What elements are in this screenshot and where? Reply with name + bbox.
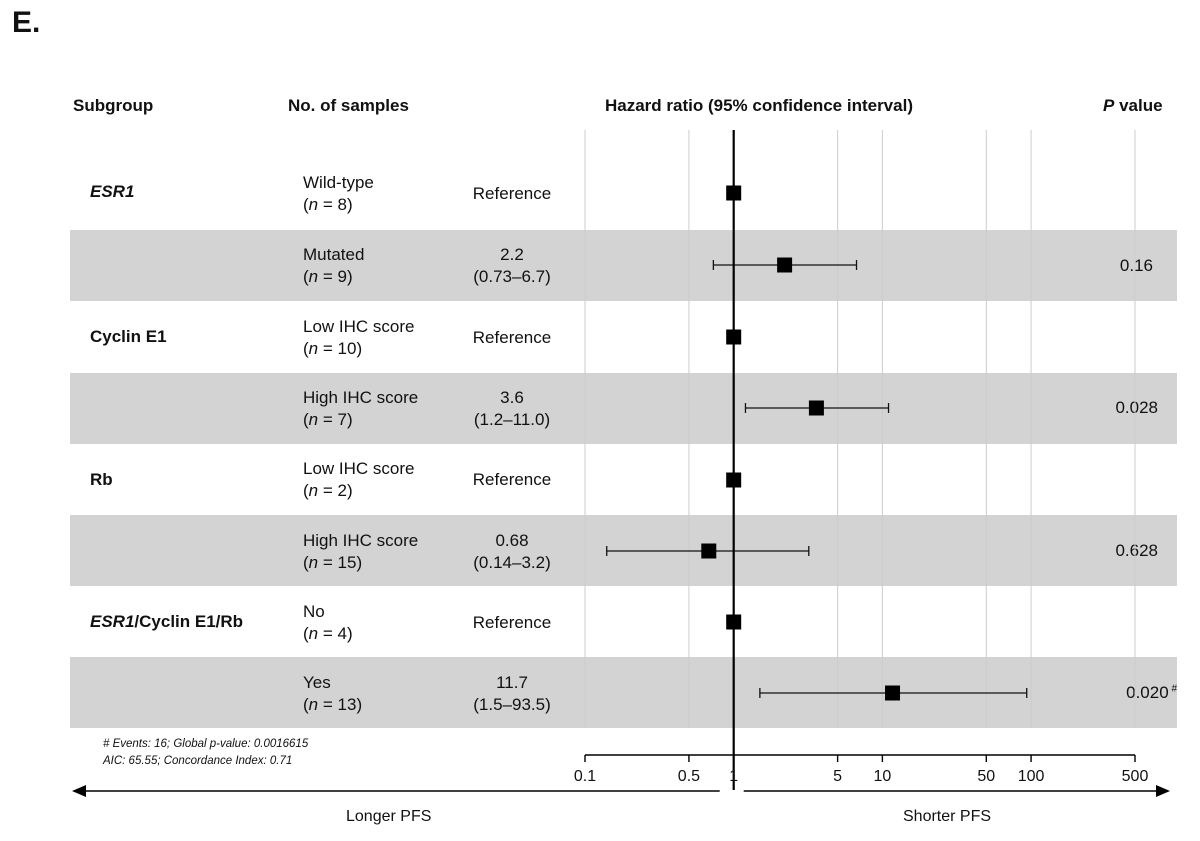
estimate: Reference xyxy=(472,613,552,632)
x-tick-label: 100 xyxy=(1018,768,1045,785)
p-value: 0.020 # xyxy=(1126,683,1177,702)
estimate: Reference xyxy=(472,184,552,203)
x-tick-label: 1 xyxy=(729,768,738,785)
arrow-left-head xyxy=(72,785,86,797)
row-label: Low IHC score (n = 10) xyxy=(303,317,415,358)
estimate: Reference xyxy=(472,328,552,347)
row-label: Wild-type (n = 8) xyxy=(303,173,374,214)
row-label: Low IHC score (n = 2) xyxy=(303,459,415,500)
panel-label: E. xyxy=(12,6,41,39)
hazard-ratio-marker xyxy=(777,257,793,273)
direction-right-label: Shorter PFS xyxy=(903,808,992,825)
footnote-line2: AIC: 65.55; Concordance Index: 0.71 xyxy=(103,755,293,767)
header-p-rest: value xyxy=(1114,96,1163,115)
estimate: Reference xyxy=(472,470,552,489)
hazard-ratio-marker xyxy=(885,685,901,701)
p-value: 0.16 xyxy=(1119,256,1153,275)
estimate: 11.7 (1.5–93.5) xyxy=(473,673,551,714)
p-value: 0.628 xyxy=(1115,541,1158,560)
header-p-italic: P xyxy=(1103,96,1115,115)
hazard-ratio-marker xyxy=(701,543,717,559)
hazard-ratio-marker xyxy=(808,400,824,416)
x-tick-label: 0.1 xyxy=(574,768,596,785)
x-tick-label: 50 xyxy=(977,768,995,785)
row-label: High IHC score (n = 7) xyxy=(303,388,419,429)
row-label: Yes (n = 13) xyxy=(303,673,363,714)
direction-left-label: Longer PFS xyxy=(346,808,432,825)
subgroup-cyclin-e1: Cyclin E1 xyxy=(90,327,167,346)
p-value: 0.028 xyxy=(1115,398,1158,417)
header-samples: No. of samples xyxy=(288,96,409,115)
row-label: Mutated (n = 9) xyxy=(303,245,365,286)
arrow-right-head xyxy=(1156,785,1170,797)
row-label: No (n = 4) xyxy=(303,602,353,643)
x-tick-label: 500 xyxy=(1122,768,1149,785)
subgroup-esr1: ESR1 xyxy=(90,182,135,201)
header-hazard-ratio: Hazard ratio (95% confidence interval) xyxy=(605,96,913,115)
header-p-value: P value xyxy=(1103,96,1163,116)
header-subgroup: Subgroup xyxy=(73,96,154,115)
footnote: # Events: 16; Global p-value: 0.0016615 … xyxy=(103,736,308,770)
row-label: High IHC score (n = 15) xyxy=(303,531,419,572)
row-band-1 xyxy=(70,230,1177,301)
x-tick-label: 0.5 xyxy=(678,768,700,785)
footnote-line1: # Events: 16; Global p-value: 0.0016615 xyxy=(103,738,309,750)
subgroup-rb: Rb xyxy=(90,470,113,489)
estimate: 3.6 (1.2–11.0) xyxy=(473,388,551,429)
row-band-2 xyxy=(70,373,1177,444)
subgroup-combined: ESR1/Cyclin E1/Rb xyxy=(90,612,244,631)
x-tick-label: 5 xyxy=(833,768,842,785)
estimate: 2.2 (0.73–6.7) xyxy=(473,245,551,286)
estimate: 0.68 (0.14–3.2) xyxy=(473,531,551,572)
x-tick-label: 10 xyxy=(873,768,891,785)
